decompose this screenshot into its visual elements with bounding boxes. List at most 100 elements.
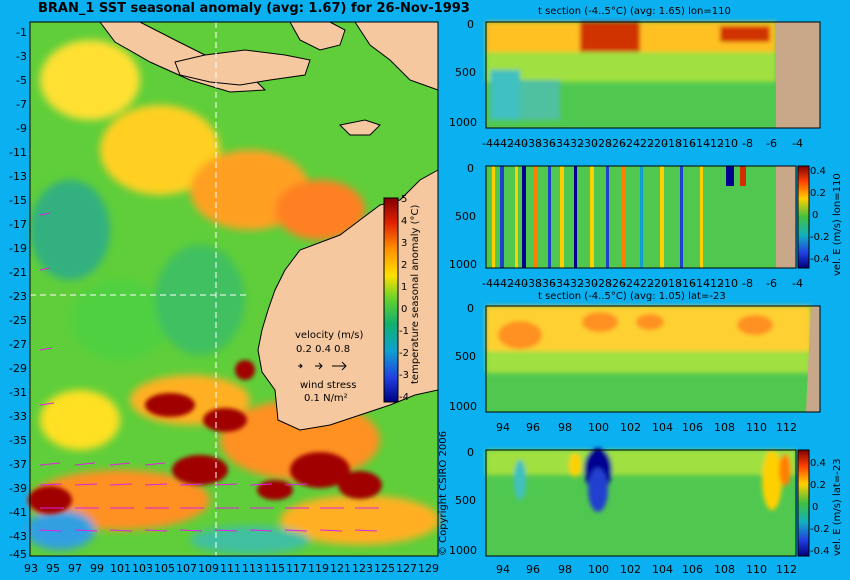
- vel-colorbar-tick: 0: [812, 502, 819, 513]
- panel-3-xaxis: 94 96 98 100 102 104 106 108 110 112: [486, 421, 820, 437]
- x-tick: -18: [664, 277, 682, 290]
- panel-4-colorbar-label: vel. E (m/s) lat=-23: [832, 458, 843, 556]
- vel-colorbar-tick: 0: [812, 210, 819, 221]
- x-tick: 108: [714, 421, 735, 434]
- x-tick: 108: [714, 563, 735, 576]
- x-tick: -42: [496, 277, 514, 290]
- lat-tick: -43: [9, 530, 27, 543]
- x-tick: 100: [588, 563, 609, 576]
- lon-tick: 103: [132, 562, 153, 575]
- lon-tick: 119: [308, 562, 329, 575]
- lon-tick: 129: [418, 562, 439, 575]
- x-tick: 98: [558, 563, 572, 576]
- lon-tick: 101: [110, 562, 131, 575]
- x-tick: -42: [496, 137, 514, 150]
- x-tick: -24: [622, 137, 640, 150]
- lon-tick: 109: [198, 562, 219, 575]
- vel-colorbar-tick: -0.4: [810, 546, 830, 557]
- lat-tick: -37: [9, 458, 27, 471]
- x-tick: -36: [538, 277, 556, 290]
- x-tick: -28: [594, 277, 612, 290]
- x-tick: -12: [706, 277, 724, 290]
- x-tick: -30: [580, 137, 598, 150]
- lon-tick: 115: [264, 562, 285, 575]
- lat-tick: -13: [9, 170, 27, 183]
- colorbar-tick: 1: [401, 282, 408, 293]
- lat-tick: -39: [9, 482, 27, 495]
- x-tick: -26: [608, 277, 626, 290]
- panel-2-ytick: 1000: [449, 258, 477, 271]
- colorbar-tick: -3: [399, 370, 409, 381]
- lon-tick: 93: [24, 562, 38, 575]
- panel-3-title: t section (-4..5°C) (avg: 1.05) lat=-23: [538, 291, 726, 302]
- x-tick: 96: [526, 421, 540, 434]
- lon-tick: 127: [396, 562, 417, 575]
- panel-4-ytick: 1000: [449, 544, 477, 557]
- panel-4-vel-section-lat23: [485, 448, 810, 557]
- sst-colorbar: [383, 197, 399, 403]
- x-tick: 112: [776, 563, 797, 576]
- lat-tick: -25: [9, 314, 27, 327]
- lat-tick: -33: [9, 410, 27, 423]
- x-tick: -40: [510, 277, 528, 290]
- vel-colorbar-tick: -0.4: [810, 254, 830, 265]
- x-tick: -4: [792, 277, 803, 290]
- lon-tick: 95: [46, 562, 60, 575]
- panel-4-ytick: 0: [467, 446, 474, 459]
- map-title: BRAN_1 SST seasonal anomaly (avg: 1.67) …: [38, 1, 470, 16]
- x-tick: -8: [742, 137, 753, 150]
- colorbar-tick: 4: [401, 216, 408, 227]
- x-tick: 102: [620, 421, 641, 434]
- velocity-legend-values: 0.2 0.4 0.8: [296, 344, 351, 355]
- lon-tick: 113: [242, 562, 263, 575]
- x-tick: -10: [720, 277, 738, 290]
- x-tick: -26: [608, 137, 626, 150]
- panel-2-xaxis: -44 -42 -40 -38 -36 -34 -32 -30 -28 -26 …: [482, 277, 820, 293]
- lon-tick: 107: [176, 562, 197, 575]
- x-tick: 102: [620, 563, 641, 576]
- lat-tick: -27: [9, 338, 27, 351]
- lat-tick: -3: [16, 50, 27, 63]
- lat-tick: -19: [9, 242, 27, 255]
- panel-2-colorbar-ticks: 0.4 0.2 0 -0.2 -0.4: [810, 164, 834, 274]
- x-tick: -4: [792, 137, 803, 150]
- panel-2-ytick: 500: [455, 210, 476, 223]
- x-tick: -6: [766, 137, 777, 150]
- x-tick: -28: [594, 137, 612, 150]
- x-tick: -16: [678, 137, 696, 150]
- lat-tick: -31: [9, 386, 27, 399]
- vel-colorbar-tick: 0.2: [810, 480, 826, 491]
- panel-1-temp-section-lon110: [485, 21, 821, 129]
- colorbar-tick: -2: [399, 348, 409, 359]
- wind-stress-arrows: [39, 212, 379, 532]
- x-tick: -20: [650, 277, 668, 290]
- vel-colorbar-tick: 0.4: [810, 166, 826, 177]
- lon-tick: 105: [154, 562, 175, 575]
- x-tick: -44: [482, 277, 500, 290]
- x-tick: -14: [692, 277, 710, 290]
- x-tick: 96: [526, 563, 540, 576]
- wind-legend-value: 0.1 N/m²: [304, 393, 348, 404]
- panel-3-temp-section-lat23: [485, 305, 821, 413]
- lat-tick: -9: [16, 122, 27, 135]
- x-tick: 106: [682, 421, 703, 434]
- x-tick: -34: [552, 137, 570, 150]
- x-tick: 104: [652, 563, 673, 576]
- x-tick: -6: [766, 277, 777, 290]
- panel-2-colorbar-label: vel. E (m/s) lon=110: [832, 173, 843, 276]
- lon-axis: 93 95 97 99 101 103 105 107 109 111 113 …: [24, 562, 439, 578]
- x-tick: -12: [706, 137, 724, 150]
- lat-axis: -1 -3 -5 -7 -9 -11 -13 -15 -17 -19 -21 -…: [0, 22, 30, 561]
- colorbar-tick: 3: [401, 238, 408, 249]
- vel-colorbar-tick: 0.2: [810, 188, 826, 199]
- colorbar-tick: 0: [401, 304, 408, 315]
- x-tick: 100: [588, 421, 609, 434]
- x-tick: 94: [496, 563, 510, 576]
- sst-map: [25, 21, 440, 557]
- x-tick: -30: [580, 277, 598, 290]
- panel-1-ytick: 1000: [449, 116, 477, 129]
- x-tick: -36: [538, 137, 556, 150]
- x-tick: -38: [524, 137, 542, 150]
- x-tick: -18: [664, 137, 682, 150]
